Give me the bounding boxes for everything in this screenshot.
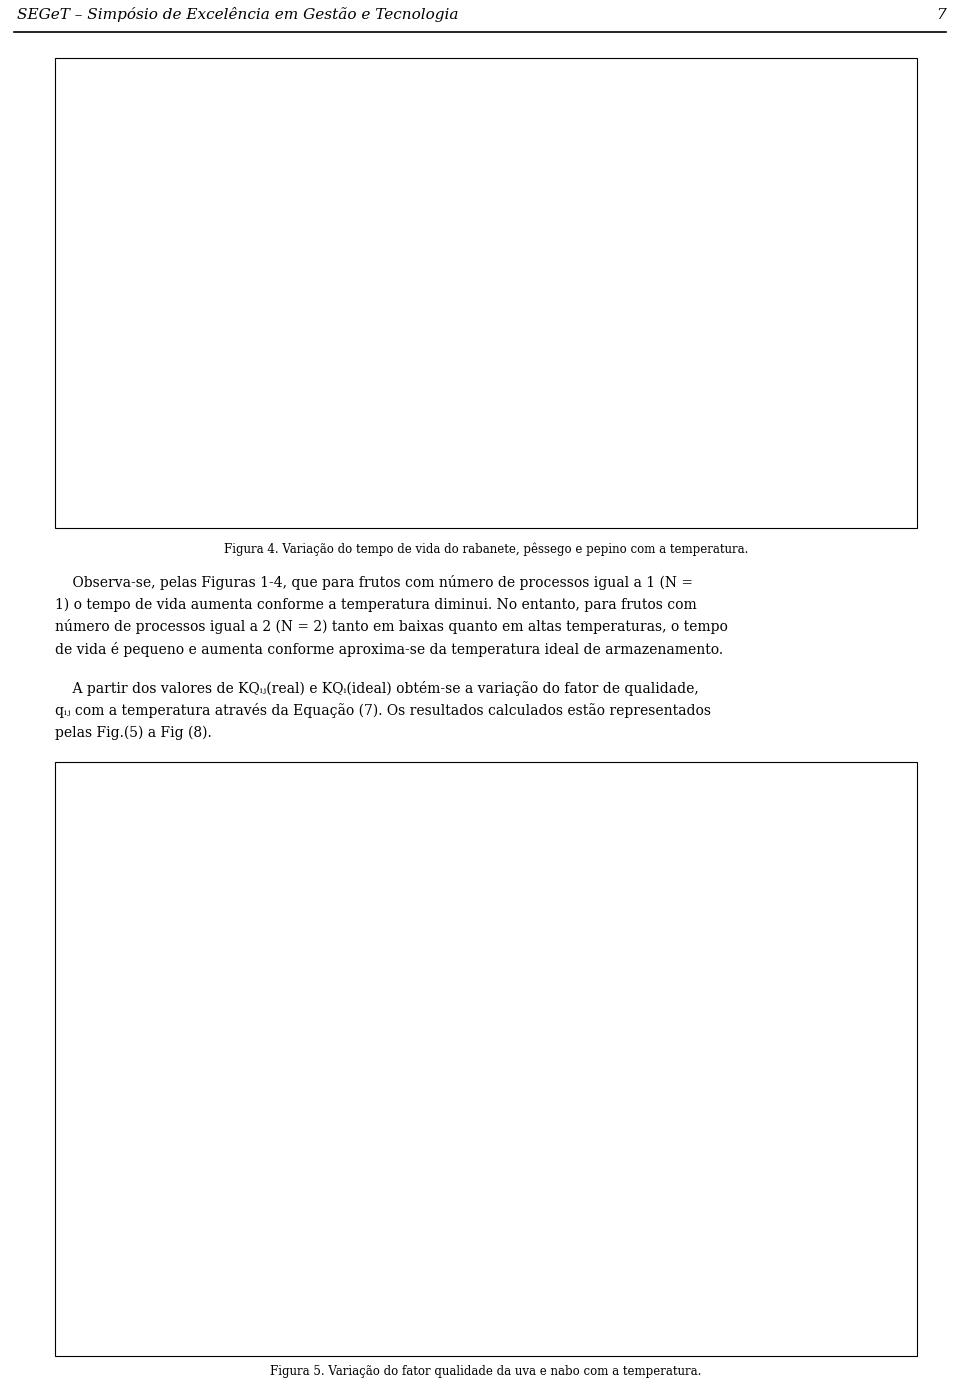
Legend: uva, nabo: uva, nabo bbox=[737, 909, 842, 965]
Legend: rabanete, pêssego, pepino: rabanete, pêssego, pepino bbox=[737, 88, 868, 173]
Text: 1) o tempo de vida aumenta conforme a temperatura diminui. No entanto, para frut: 1) o tempo de vida aumenta conforme a te… bbox=[55, 598, 697, 612]
Text: Observa-se, pelas Figuras 1-4, que para frutos com número de processos igual a 1: Observa-se, pelas Figuras 1-4, que para … bbox=[55, 576, 693, 591]
Text: A partir dos valores de KQᵢⱼ(real) e KQᵢ(ideal) obtém-se a variação do fator de : A partir dos valores de KQᵢⱼ(real) e KQᵢ… bbox=[55, 682, 699, 697]
X-axis label: T (°C): T (°C) bbox=[402, 460, 448, 474]
Text: Figura 4. Variação do tempo de vida do rabanete, pêssego e pepino com a temperat: Figura 4. Variação do tempo de vida do r… bbox=[224, 542, 748, 556]
Y-axis label: fator qualidade: fator qualidade bbox=[102, 977, 114, 1080]
Y-axis label: tempo de vida (dias): tempo de vida (dias) bbox=[106, 187, 118, 323]
Text: Figura 5. Variação do fator qualidade da uva e nabo com a temperatura.: Figura 5. Variação do fator qualidade da… bbox=[271, 1365, 702, 1377]
Text: SEGeT – Simpósio de Excelência em Gestão e Tecnologia: SEGeT – Simpósio de Excelência em Gestão… bbox=[17, 7, 459, 22]
Text: 7: 7 bbox=[936, 8, 946, 22]
Text: de vida é pequeno e aumenta conforme aproxima-se da temperatura ideal de armazen: de vida é pequeno e aumenta conforme apr… bbox=[55, 641, 723, 657]
Text: número de processos igual a 2 (N = 2) tanto em baixas quanto em altas temperatur: número de processos igual a 2 (N = 2) ta… bbox=[55, 619, 728, 634]
X-axis label: T (°C): T (°C) bbox=[402, 1306, 448, 1320]
Text: qᵢⱼ com a temperatura através da Equação (7). Os resultados calculados estão rep: qᵢⱼ com a temperatura através da Equação… bbox=[55, 704, 711, 718]
Text: pelas Fig.(5) a Fig (8).: pelas Fig.(5) a Fig (8). bbox=[55, 726, 212, 740]
